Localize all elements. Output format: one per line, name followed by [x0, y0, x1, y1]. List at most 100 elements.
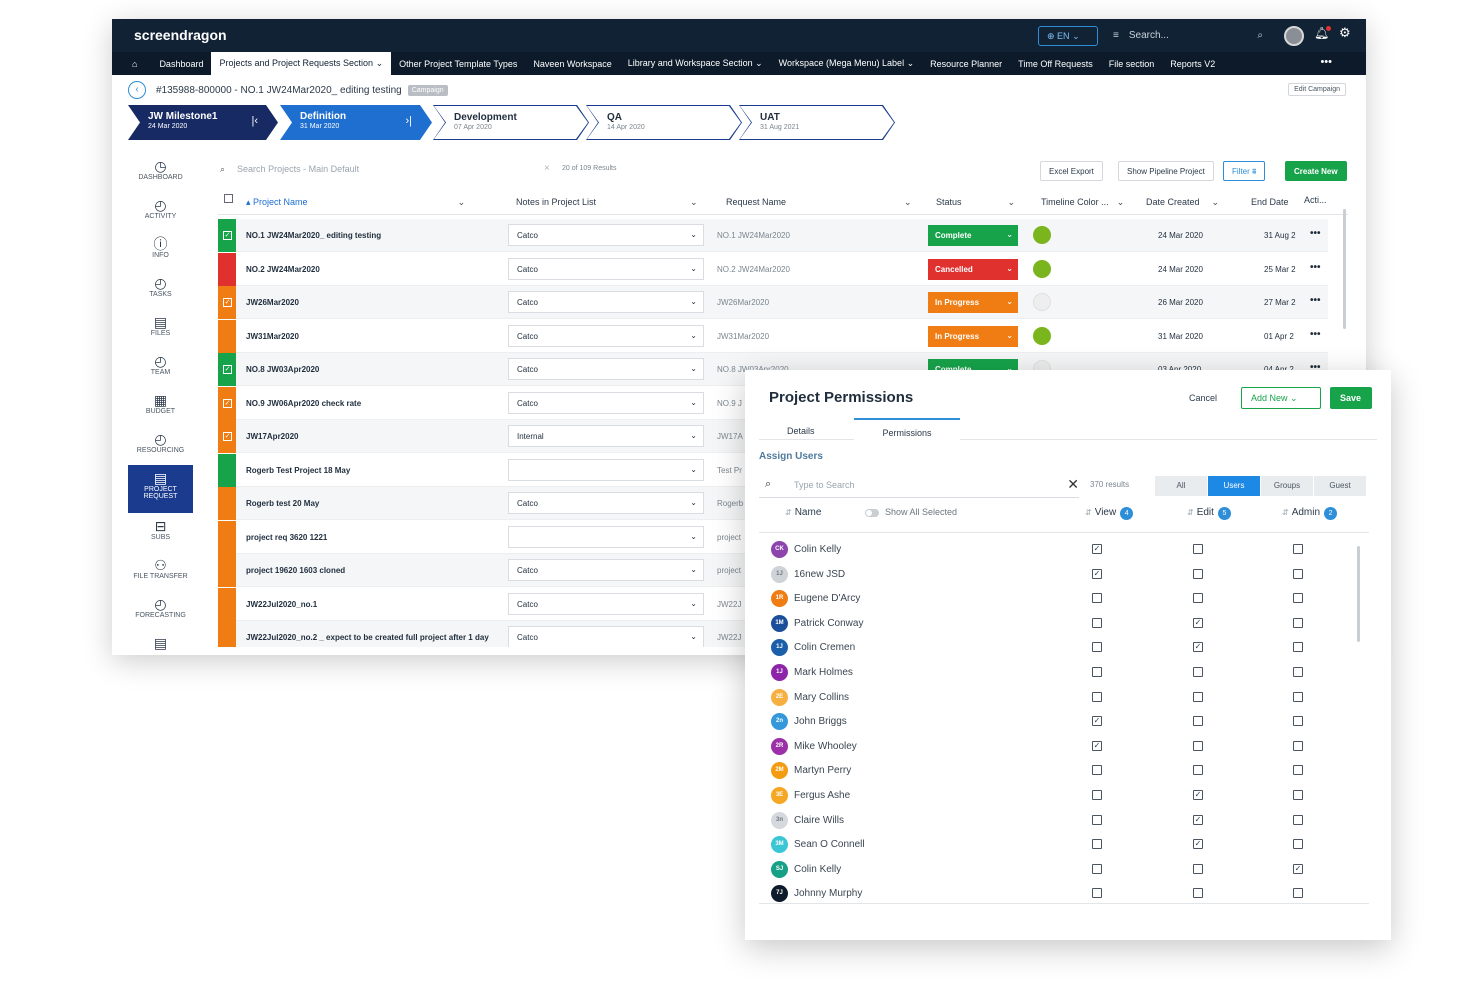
project-name[interactable]: Rogerb test 20 May [246, 499, 320, 508]
show-all-toggle[interactable] [865, 508, 879, 517]
admin-checkbox[interactable] [1293, 617, 1303, 628]
notes-select[interactable]: Catco ⌄ [508, 291, 704, 313]
timeline-color-dot[interactable] [1033, 326, 1051, 345]
chevron-down-icon[interactable]: ⌄ [457, 197, 466, 207]
admin-checkbox[interactable] [1293, 740, 1303, 751]
project-name[interactable]: NO.2 JW24Mar2020 [246, 264, 320, 274]
admin-checkbox[interactable] [1293, 691, 1303, 702]
clear-search-icon[interactable]: × [544, 163, 550, 174]
timeline-color-dot[interactable] [1033, 226, 1051, 244]
save-button[interactable]: Save [1330, 387, 1372, 409]
sidenav-item[interactable]: ▤ FILES [128, 309, 193, 348]
back-icon[interactable]: ‹ [128, 81, 146, 99]
admin-checkbox[interactable] [1293, 814, 1303, 825]
segment-guest[interactable]: Guest [1314, 476, 1367, 496]
language-selector[interactable]: ⊕ EN ⌄ [1038, 26, 1098, 46]
project-name[interactable]: JW31Mar2020 [246, 331, 299, 341]
admin-checkbox[interactable] [1293, 765, 1303, 776]
edit-checkbox[interactable] [1193, 593, 1203, 604]
admin-checkbox[interactable] [1293, 790, 1303, 800]
edit-checkbox[interactable] [1193, 888, 1203, 899]
project-name[interactable]: project 19620 1603 cloned [246, 566, 346, 575]
row-actions-icon[interactable]: ••• [1310, 228, 1321, 239]
view-checkbox[interactable]: ✓ [1092, 716, 1102, 727]
project-name[interactable]: NO.1 JW24Mar2020_ editing testing [246, 231, 382, 240]
row-checkbox[interactable]: ✓ [223, 298, 232, 307]
milestone-step[interactable]: UAT 31 Aug 2021 [739, 105, 895, 140]
excel-export-button[interactable]: Excel Export [1040, 161, 1103, 181]
notes-select[interactable]: Catco ⌄ [508, 257, 704, 280]
row-checkbox[interactable] [223, 466, 232, 475]
row-checkbox[interactable]: ✓ [223, 365, 232, 374]
row-checkbox[interactable] [223, 566, 232, 575]
view-checkbox[interactable] [1092, 814, 1102, 825]
row-checkbox[interactable]: ✓ [223, 398, 232, 408]
segment-groups[interactable]: Groups [1261, 476, 1314, 496]
col-name[interactable]: ⇵ Name [785, 507, 821, 518]
edit-checkbox[interactable]: ✓ [1193, 617, 1203, 628]
edit-checkbox[interactable]: ✓ [1193, 790, 1203, 800]
filter-button[interactable]: Filter ⩩ [1223, 161, 1266, 181]
col-edit[interactable]: ⇵ Edit 5 [1187, 507, 1231, 520]
view-checkbox[interactable] [1092, 691, 1102, 702]
row-checkbox[interactable] [223, 499, 232, 508]
col-view[interactable]: ⇵ View 4 [1085, 507, 1134, 520]
status-select[interactable]: In Progress ⌄ [928, 325, 1018, 347]
sidenav-item[interactable]: ◴ FORECASTING [128, 591, 193, 630]
tab-details[interactable]: Details [787, 426, 815, 436]
menu-icon[interactable]: ≡ [1113, 30, 1119, 41]
project-name[interactable]: JW17Apr2020 [246, 432, 299, 441]
milestone-step[interactable]: Definition 31 Mar 2020 ›| [280, 105, 432, 140]
notification-bell-icon[interactable]: 🔔︎ [1314, 26, 1332, 40]
view-checkbox[interactable] [1092, 667, 1102, 677]
notes-select[interactable]: Internal ⌄ [508, 425, 704, 447]
notes-select[interactable]: Catco ⌄ [508, 358, 704, 380]
admin-checkbox[interactable] [1293, 544, 1303, 554]
table-row[interactable]: JW31Mar2020 Catco ⌄ JW31Mar2020 In Progress ⌄… [218, 319, 1328, 353]
nav-item[interactable]: Resource Planner [922, 54, 1010, 74]
sidenav-item[interactable]: ◴ ACTIVITY [128, 192, 193, 231]
notes-select[interactable]: Catco ⌄ [508, 324, 704, 347]
project-search-input[interactable]: Search Projects - Main Default [237, 164, 360, 174]
project-search[interactable]: ⌕ Search Projects - Main Default [220, 164, 359, 175]
timeline-color-dot[interactable] [1033, 293, 1051, 311]
edit-campaign-button[interactable]: Edit Campaign [1288, 83, 1346, 96]
table-row[interactable]: NO.2 JW24Mar2020 Catco ⌄ NO.2 JW24Mar2020 Ca… [218, 252, 1328, 286]
status-select[interactable]: Complete ⌄ [928, 225, 1018, 246]
project-name[interactable]: JW22Jul2020_no.2 _ expect to be created … [246, 633, 489, 642]
show-pipeline-button[interactable]: Show Pipeline Project [1118, 161, 1214, 181]
milestone-nav-icon[interactable]: ›| [405, 115, 412, 127]
admin-checkbox[interactable] [1293, 593, 1303, 604]
close-icon[interactable]: ✕ [1067, 476, 1079, 492]
edit-checkbox[interactable] [1193, 765, 1203, 776]
project-name[interactable]: JW26Mar2020 [246, 298, 299, 307]
notes-select[interactable]: Catco ⌄ [508, 592, 704, 615]
admin-checkbox[interactable] [1293, 839, 1303, 850]
search-icon[interactable]: ⌕ [1257, 30, 1263, 41]
notes-select[interactable]: Catco ⌄ [508, 224, 704, 246]
sidenav-item[interactable]: ◴ TEAM [128, 348, 193, 387]
chevron-down-icon[interactable]: ⌄ [1116, 197, 1125, 207]
sidenav-item[interactable]: ▤ [128, 630, 193, 653]
milestone-nav-icon[interactable]: |‹ [251, 115, 258, 127]
edit-checkbox[interactable]: ✓ [1193, 839, 1203, 850]
row-checkbox[interactable] [223, 633, 232, 642]
row-checkbox[interactable]: ✓ [223, 231, 232, 240]
col-admin[interactable]: ⇵ Admin 2 [1282, 507, 1338, 520]
sidenav-item[interactable]: ◷ DASHBOARD [128, 153, 193, 192]
chevron-down-icon[interactable]: ⌄ [1007, 197, 1016, 207]
home-icon[interactable]: ⌂ [132, 58, 138, 69]
notes-select[interactable]: Catco ⌄ [508, 626, 704, 647]
notes-select[interactable]: Catco ⌄ [508, 391, 704, 414]
view-checkbox[interactable] [1092, 888, 1102, 899]
row-checkbox[interactable] [223, 600, 232, 609]
chevron-down-icon[interactable]: ⌄ [1211, 197, 1220, 207]
status-select[interactable]: Cancelled ⌄ [928, 258, 1018, 280]
col-request[interactable]: Request Name ⌄ [726, 197, 912, 208]
sidenav-item[interactable]: ⚇ FILE TRANSFER [128, 552, 193, 591]
row-actions-icon[interactable]: ••• [1310, 295, 1321, 306]
notes-select[interactable]: Catco ⌄ [508, 492, 704, 514]
nav-item[interactable]: Dashboard [151, 54, 211, 74]
view-checkbox[interactable] [1092, 839, 1102, 850]
project-name[interactable]: NO.9 JW06Apr2020 check rate [246, 398, 362, 408]
